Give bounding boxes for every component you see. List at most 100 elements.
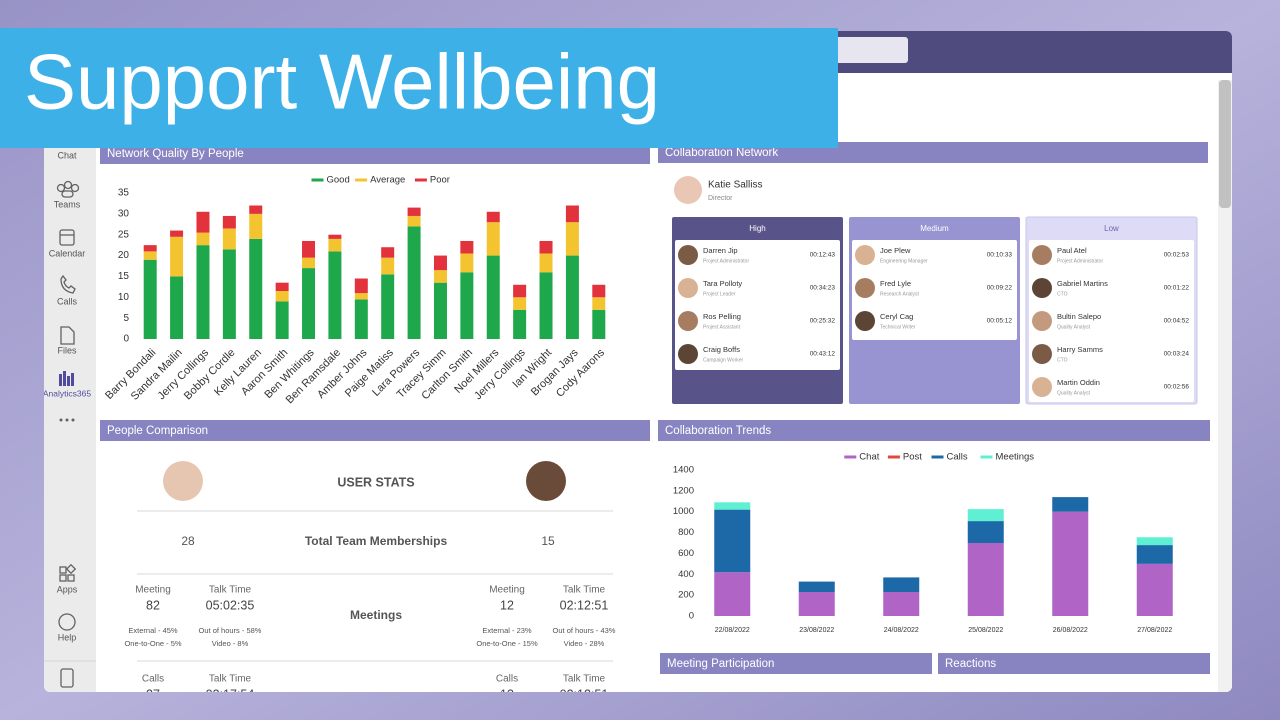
sidebar-label: Calendar	[49, 248, 86, 258]
person-name: Paul Atel	[1057, 246, 1087, 255]
bar-segment	[143, 245, 157, 252]
bar-segment	[883, 577, 920, 593]
legend-swatch	[980, 455, 993, 459]
bar-segment	[302, 257, 316, 269]
legend-label: Poor	[430, 175, 450, 186]
panel-header	[658, 420, 1210, 441]
bar-segment	[381, 274, 395, 339]
bar-segment	[407, 215, 421, 227]
bar-segment	[967, 521, 1004, 543]
panel-header	[100, 143, 650, 164]
legend-label: Post	[903, 452, 922, 463]
panel-header	[100, 420, 650, 441]
bar-segment	[170, 230, 184, 237]
bar-segment	[328, 251, 342, 339]
person-name: Joe Plew	[880, 246, 911, 255]
analytics-icon[interactable]	[59, 371, 74, 386]
bar-segment	[1052, 511, 1089, 616]
legend-label: Good	[327, 175, 350, 186]
legend-swatch	[414, 178, 427, 182]
contact-time: 00:09:22	[987, 285, 1013, 292]
sidebar-label: Teams	[54, 199, 81, 209]
y-tick-label: 30	[118, 208, 130, 219]
person-name: Ros Pelling	[703, 312, 741, 321]
scrollbar	[1218, 80, 1232, 692]
bar-segment	[381, 247, 395, 258]
contact-time: 00:02:56	[1164, 384, 1190, 391]
bar-segment	[143, 251, 157, 260]
bar-segment	[302, 240, 316, 258]
stat-caption: Talk Time	[563, 585, 606, 596]
bar-segment	[539, 272, 553, 339]
person-role: Project Administrator	[1057, 258, 1103, 264]
stat-detail: External - 23%	[482, 626, 532, 635]
sidebar-label: Calls	[57, 296, 78, 306]
contact-time: 00:25:32	[810, 318, 836, 325]
bar-segment	[460, 240, 474, 254]
person-role: Project Leader	[703, 291, 736, 297]
person-role: Quality Analyst	[1057, 390, 1091, 396]
x-tick-label: 22/08/2022	[715, 627, 750, 634]
legend-label: Chat	[859, 452, 879, 463]
contact-time: 00:10:33	[987, 252, 1013, 259]
stat-value: 03:17:54	[206, 687, 255, 701]
x-tick-label: 26/08/2022	[1053, 627, 1088, 634]
legend-label: Calls	[947, 452, 968, 463]
bar-segment	[275, 291, 289, 302]
contact-time: 00:01:22	[1164, 285, 1190, 292]
scroll-thumb[interactable]	[1219, 80, 1231, 208]
bar-segment	[592, 297, 606, 310]
more-dots[interactable]	[59, 418, 75, 422]
bar-segment	[249, 238, 263, 339]
y-tick-label: 600	[678, 548, 694, 559]
person-name: Ceryl Cag	[880, 312, 913, 321]
avatar	[1032, 344, 1052, 364]
stat-value: 05:02:35	[206, 598, 255, 612]
y-tick-label: 800	[678, 527, 694, 538]
bar-segment	[170, 236, 184, 277]
legend-label: Average	[370, 175, 405, 186]
x-tick-label: 23/08/2022	[799, 627, 834, 634]
y-tick-label: 1000	[673, 506, 694, 517]
sidebar-label: Files	[57, 345, 77, 355]
panel-title: Reactions	[945, 658, 996, 670]
y-tick-label: 200	[678, 590, 694, 601]
panel-header	[938, 653, 1210, 674]
stat-caption: Meeting	[489, 585, 525, 596]
group-card	[852, 240, 1017, 340]
bar-segment	[433, 282, 447, 339]
bar-segment	[196, 245, 210, 339]
avatar	[678, 245, 698, 265]
sidebar-label: Help	[58, 632, 77, 642]
bar-segment	[565, 222, 579, 256]
avatar	[163, 461, 203, 501]
bar-segment	[513, 284, 527, 298]
legend-swatch	[844, 455, 857, 459]
person-role: Engineering Manager	[880, 258, 928, 264]
bar-segment	[354, 299, 368, 339]
bar-segment	[222, 249, 236, 339]
bar-segment	[513, 309, 527, 339]
bar-segment	[798, 592, 835, 616]
y-tick-label: 35	[118, 188, 130, 199]
group-label: Medium	[920, 224, 949, 233]
bar-segment	[302, 268, 316, 339]
x-tick-label: 27/08/2022	[1137, 627, 1172, 634]
stat-caption: Talk Time	[209, 585, 252, 596]
person-role: Research Analyst	[880, 291, 920, 297]
x-tick-label: 25/08/2022	[968, 627, 1003, 634]
legend-swatch	[355, 178, 368, 182]
bar-segment	[275, 301, 289, 339]
panel-title: People Comparison	[107, 425, 208, 437]
contact-time: 00:04:52	[1164, 318, 1190, 325]
contact-time: 00:34:23	[810, 285, 836, 292]
stat-caption: Meeting	[135, 585, 171, 596]
avatar	[1032, 245, 1052, 265]
legend-swatch	[931, 455, 944, 459]
bar-segment	[381, 257, 395, 275]
y-tick-label: 400	[678, 569, 694, 580]
group-card	[1029, 240, 1194, 402]
bar-segment	[196, 211, 210, 233]
bar-segment	[513, 297, 527, 310]
